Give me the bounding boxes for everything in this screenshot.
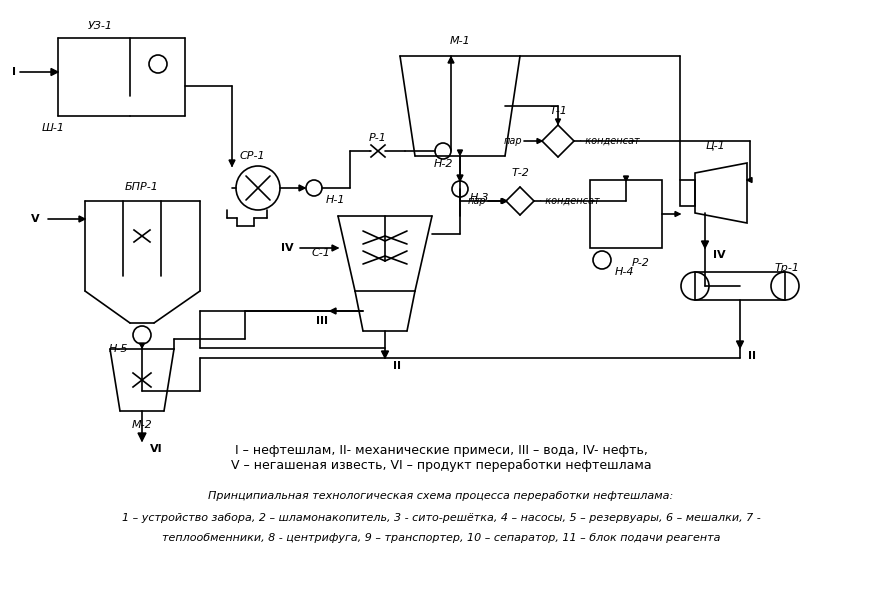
Bar (680, 180, 695, 206)
Bar (590, 180, 662, 248)
Polygon shape (332, 245, 338, 251)
Text: II: II (748, 351, 756, 361)
Polygon shape (140, 343, 145, 348)
Bar (695, 272, 785, 300)
Text: V: V (32, 214, 40, 224)
Text: VI: VI (150, 444, 162, 454)
Polygon shape (701, 241, 708, 248)
Polygon shape (675, 212, 680, 216)
Polygon shape (138, 433, 146, 441)
Polygon shape (381, 351, 389, 358)
Text: М-2: М-2 (132, 420, 153, 430)
Text: II: II (393, 361, 401, 371)
Text: I: I (12, 67, 16, 77)
Polygon shape (457, 175, 463, 181)
Polygon shape (51, 69, 58, 76)
Text: Р-2: Р-2 (632, 258, 650, 268)
Text: УЗ-1: УЗ-1 (87, 21, 112, 31)
Text: III: III (316, 316, 328, 326)
Text: IV: IV (282, 243, 294, 253)
Text: Т-1: Т-1 (549, 106, 567, 116)
Polygon shape (79, 216, 85, 222)
Polygon shape (502, 198, 507, 203)
Polygon shape (537, 138, 542, 144)
Text: М-1: М-1 (449, 36, 471, 46)
Polygon shape (330, 308, 336, 314)
Text: пар: пар (467, 196, 486, 206)
Polygon shape (448, 57, 454, 63)
Text: Н-3: Н-3 (470, 193, 489, 203)
Text: Принципиальная технологическая схема процесса переработки нефтешлама:: Принципиальная технологическая схема про… (208, 491, 674, 501)
Text: Н-5: Н-5 (109, 344, 128, 354)
Text: теплообменники, 8 - центрифуга, 9 – транспортер, 10 – сепаратор, 11 – блок подач: теплообменники, 8 - центрифуга, 9 – тран… (162, 533, 721, 543)
Polygon shape (229, 160, 235, 166)
Text: Ц-1: Ц-1 (706, 140, 725, 150)
Text: I – нефтешлам, II- механические примеси, III – вода, IV- нефть,
V – негашеная из: I – нефтешлам, II- механические примеси,… (230, 444, 652, 472)
Text: · конденсат: · конденсат (539, 196, 600, 206)
Text: Р-1: Р-1 (369, 133, 387, 143)
Text: Тр-1: Тр-1 (775, 263, 800, 273)
Text: Ш-1: Ш-1 (42, 123, 65, 133)
Text: С-1: С-1 (311, 249, 330, 259)
Text: IV: IV (713, 250, 726, 260)
Text: 1 – устройство забора, 2 – шламонакопитель, 3 - сито-решётка, 4 – насосы, 5 – ре: 1 – устройство забора, 2 – шламонакопите… (122, 513, 760, 523)
Text: Н-2: Н-2 (434, 159, 453, 169)
Polygon shape (747, 178, 752, 182)
Text: Н-1: Н-1 (326, 195, 345, 205)
Text: Н-4: Н-4 (615, 267, 635, 277)
Polygon shape (501, 198, 506, 203)
Polygon shape (623, 176, 629, 181)
Polygon shape (457, 150, 463, 155)
Text: СР-1: СР-1 (240, 151, 266, 161)
Polygon shape (555, 119, 561, 124)
Text: пар: пар (503, 136, 522, 146)
Polygon shape (299, 185, 305, 191)
Polygon shape (736, 341, 743, 348)
Text: · конденсат: · конденсат (579, 136, 639, 146)
Text: Т-2: Т-2 (511, 168, 529, 178)
Text: БПР-1: БПР-1 (125, 182, 159, 192)
